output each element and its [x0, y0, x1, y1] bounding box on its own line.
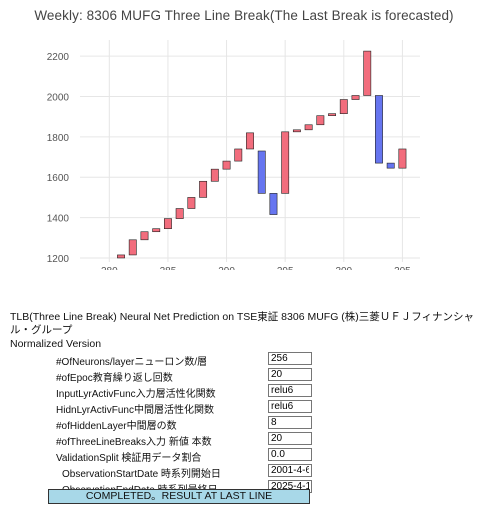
bricks	[117, 50, 407, 259]
y-axis-ticks: 1200 1400 1600 1800 2000 2200	[47, 52, 70, 265]
normalized-version-label: Normalized Version	[10, 338, 102, 350]
up-brick	[117, 254, 125, 259]
y-tick-label: 1400	[47, 214, 70, 225]
up-brick	[281, 131, 290, 194]
y-tick-label: 1200	[47, 254, 70, 265]
up-brick	[246, 132, 254, 150]
param-label: HidnLyrActivFunc中間層活性化関数	[56, 405, 214, 416]
param-label: InputLyrActivFunc入力層活性化関数	[56, 389, 216, 400]
x-tick-label: 300	[335, 266, 352, 270]
up-brick	[328, 113, 337, 116]
status-bar: COMPLETED。RESULT AT LAST LINE	[48, 489, 310, 504]
up-brick	[316, 115, 325, 126]
validation-split-input[interactable]	[268, 448, 312, 461]
up-brick	[339, 99, 348, 114]
up-brick	[351, 95, 360, 100]
down-brick	[257, 150, 266, 194]
param-label: #ofHiddenLayer中間層の数	[56, 421, 177, 432]
x-tick-label: 285	[160, 266, 177, 270]
up-brick	[234, 148, 243, 162]
up-brick	[140, 231, 149, 241]
neurons-per-layer-input[interactable]	[268, 352, 312, 365]
x-tick-label: 295	[277, 266, 294, 270]
down-brick	[269, 193, 278, 215]
chart-title: Weekly: 8306 MUFG Three Line Break(The L…	[34, 8, 454, 23]
param-label: #ofEpoc教育繰り返し回数	[56, 373, 173, 384]
up-brick	[304, 124, 313, 131]
up-brick	[199, 180, 208, 198]
three-line-breaks-input[interactable]	[268, 432, 312, 445]
y-tick-label: 1600	[47, 173, 70, 184]
up-brick	[163, 218, 172, 229]
up-brick	[175, 208, 184, 219]
up-brick	[292, 129, 301, 133]
model-description: TLB(Three Line Break) Neural Net Predict…	[10, 311, 475, 336]
hidden-layer-activation-input[interactable]	[268, 400, 312, 413]
x-tick-label: 305	[394, 266, 411, 270]
down-brick	[386, 162, 395, 169]
observation-start-date-input[interactable]	[268, 464, 312, 477]
up-brick	[222, 160, 231, 170]
up-brick	[187, 197, 196, 209]
param-label: #ofThreeLineBreaks入力 新値 本数	[56, 437, 212, 448]
up-brick	[363, 50, 372, 96]
up-brick	[398, 148, 407, 169]
epoch-count-input[interactable]	[268, 368, 312, 381]
y-tick-label: 1800	[47, 133, 70, 144]
param-label: ValidationSplit 検証用データ割合	[56, 453, 202, 464]
three-line-break-chart: 1200 1400 1600 1800 2000 2200 280 285 290 295 300…	[47, 40, 420, 270]
x-axis-ticks: 280 285 290 295 300 305	[101, 266, 411, 270]
x-tick-label: 290	[218, 266, 235, 270]
down-brick	[375, 95, 383, 164]
y-tick-label: 2200	[47, 52, 70, 63]
hidden-layer-count-input[interactable]	[268, 416, 312, 429]
y-tick-label: 2000	[47, 93, 70, 104]
up-brick	[210, 168, 219, 182]
up-brick	[128, 239, 137, 256]
param-label: #OfNeurons/layerニューロン数/層	[56, 357, 208, 368]
x-tick-label: 280	[101, 266, 118, 270]
param-label: ObservationStartDate 時系列開始日	[62, 469, 221, 480]
up-brick	[152, 228, 161, 233]
input-layer-activation-input[interactable]	[268, 384, 312, 397]
grid-lines	[80, 40, 420, 262]
